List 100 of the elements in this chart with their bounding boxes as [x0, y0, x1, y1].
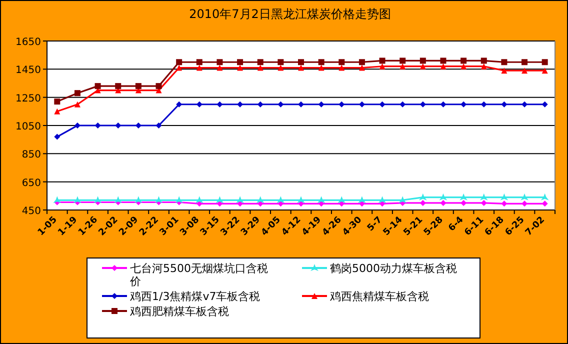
point: [236, 196, 244, 204]
point: [379, 58, 386, 64]
point: [439, 193, 448, 200]
point: [114, 196, 122, 204]
point: [318, 59, 324, 66]
y-tick-label: 1450: [16, 65, 41, 76]
point: [298, 101, 304, 108]
point: [542, 68, 548, 74]
point: [338, 196, 346, 204]
point: [54, 108, 60, 114]
point: [237, 59, 244, 66]
point: [73, 196, 82, 204]
point: [257, 101, 264, 108]
point: [196, 101, 202, 108]
point: [379, 101, 386, 108]
point: [480, 58, 487, 64]
point: [54, 98, 60, 105]
point: [74, 101, 80, 108]
point: [176, 64, 182, 71]
point: [420, 101, 426, 108]
point: [195, 196, 204, 204]
x-tick-label: 6-4: [447, 215, 466, 234]
point: [542, 59, 548, 66]
legend-label: 鸡西1/3焦精煤v7车板含税: [129, 290, 260, 303]
point: [540, 193, 549, 200]
point: [460, 193, 468, 200]
point: [115, 83, 122, 90]
point: [318, 101, 324, 108]
point: [297, 196, 305, 204]
legend-label: 鹤岗5000动力煤车板含税: [330, 262, 457, 275]
point: [94, 83, 101, 90]
point: [418, 193, 427, 200]
y-tick-label: 1650: [16, 37, 41, 48]
y-tick-label: 1250: [16, 93, 41, 104]
point: [338, 101, 345, 108]
point: [298, 59, 304, 66]
point: [175, 196, 184, 204]
point: [135, 83, 142, 90]
point: [542, 101, 548, 108]
point: [480, 63, 487, 70]
point: [216, 101, 223, 108]
point: [278, 101, 284, 108]
point: [176, 59, 182, 66]
y-tick-label: 650: [22, 178, 41, 189]
point: [216, 196, 224, 204]
point: [94, 122, 101, 128]
point: [338, 64, 345, 71]
point: [74, 122, 80, 128]
point: [480, 101, 487, 108]
point: [216, 59, 223, 66]
legend-label: 鸡西焦精煤车板含税: [329, 290, 429, 303]
point: [400, 63, 406, 70]
point: [278, 59, 284, 66]
point: [460, 58, 467, 64]
point: [440, 58, 446, 64]
point: [440, 200, 446, 206]
point: [520, 193, 529, 200]
point: [358, 59, 365, 66]
point: [400, 101, 406, 108]
point: [134, 196, 142, 204]
point: [257, 64, 264, 71]
point: [501, 101, 508, 108]
y-tick-label: 850: [22, 150, 41, 161]
point: [522, 59, 528, 66]
point: [156, 83, 162, 90]
point: [257, 59, 264, 66]
point: [276, 196, 285, 204]
point: [74, 90, 80, 96]
point: [53, 196, 62, 204]
point: [378, 196, 386, 204]
point: [480, 193, 488, 200]
point: [298, 64, 304, 71]
chart-title: 2010年7月2日黑龙江煤炭价格走势图: [189, 7, 391, 21]
point: [338, 59, 345, 66]
point: [318, 64, 324, 71]
point: [94, 196, 102, 204]
point: [54, 134, 60, 140]
point: [400, 58, 406, 64]
point: [420, 58, 426, 64]
point: [398, 196, 407, 204]
point: [237, 64, 244, 71]
point: [440, 63, 446, 70]
point: [154, 196, 163, 204]
point: [216, 64, 223, 71]
point: [460, 63, 467, 70]
point: [358, 196, 366, 204]
y-tick-label: 450: [22, 206, 41, 217]
point: [317, 196, 326, 204]
point: [440, 101, 446, 108]
point: [196, 64, 202, 71]
legend-label: 七台河5500无烟煤坑口含税价: [129, 262, 268, 288]
point: [358, 64, 365, 71]
legend-label: 鸡西肥精煤车板含税: [129, 305, 229, 318]
point: [501, 59, 508, 66]
point: [522, 68, 528, 74]
point: [278, 64, 284, 71]
y-tick-label: 1050: [16, 122, 41, 132]
point: [156, 122, 162, 128]
point: [379, 63, 386, 70]
point: [501, 68, 508, 74]
